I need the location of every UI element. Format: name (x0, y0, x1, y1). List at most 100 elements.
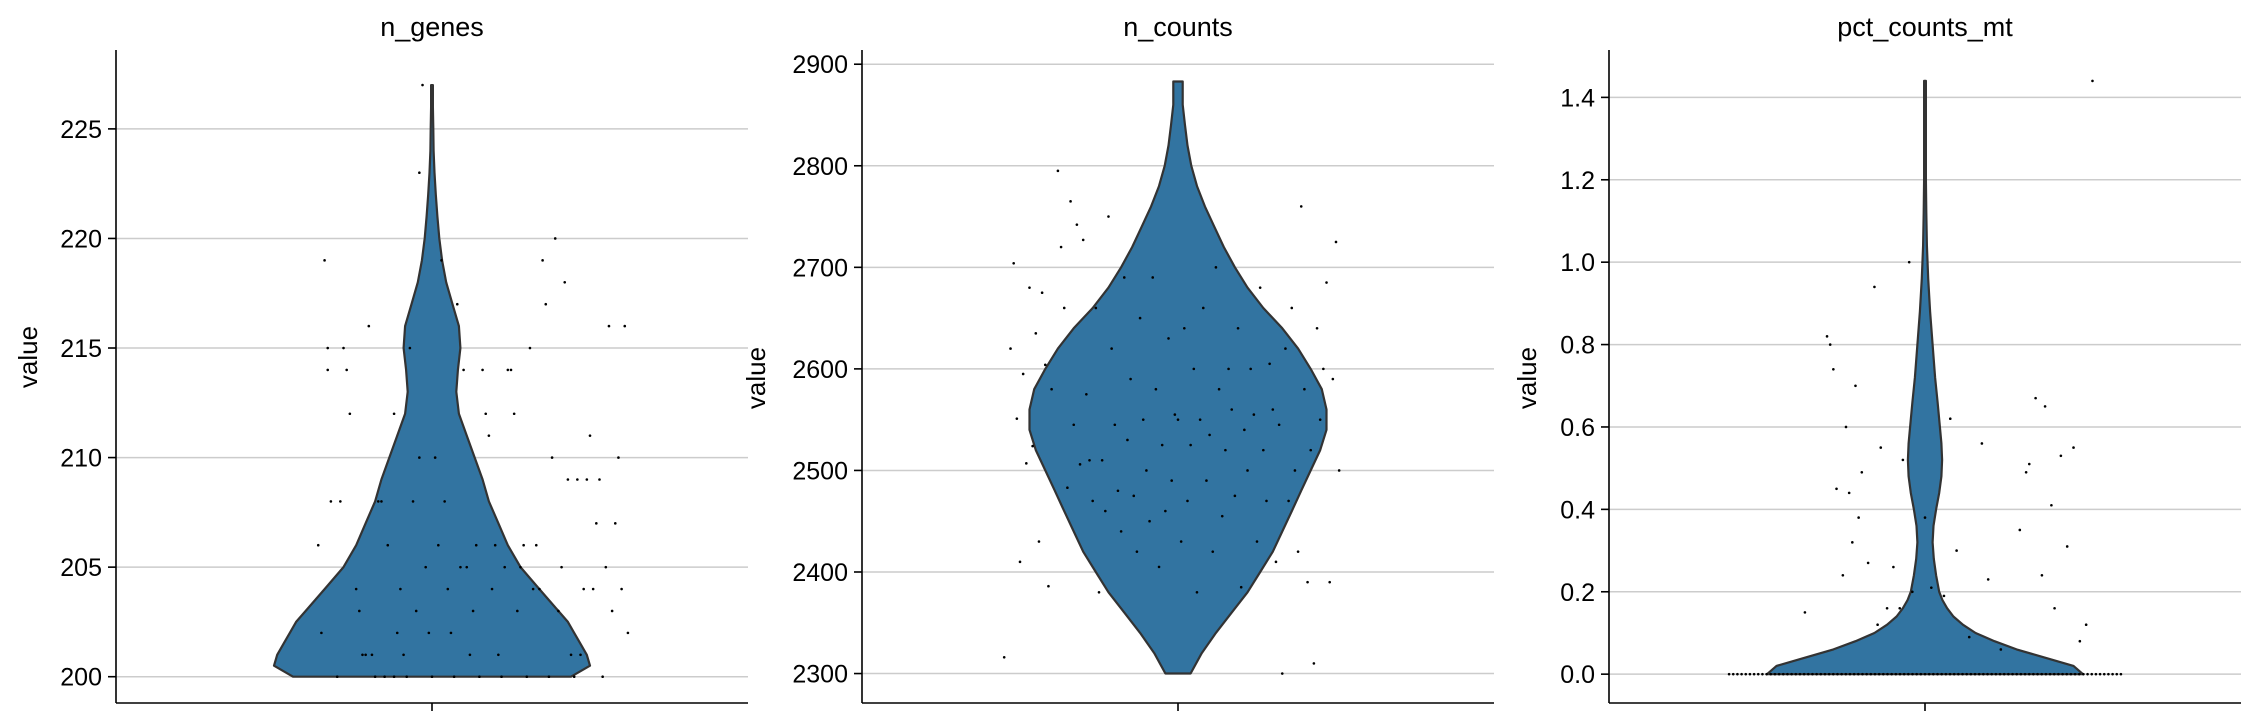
y-tick-label: 2600 (792, 356, 848, 384)
data-point (503, 565, 506, 569)
data-point (1097, 591, 1101, 594)
data-point (1170, 479, 1173, 482)
data-point (2050, 503, 2053, 507)
data-point (2119, 672, 2123, 676)
data-point (1727, 672, 1731, 676)
data-point (528, 346, 532, 350)
data-point (2044, 672, 2048, 676)
data-point (468, 653, 472, 657)
data-point (1802, 672, 1806, 676)
data-point (2027, 462, 2031, 466)
data-point (1844, 425, 1848, 429)
data-point (1154, 387, 1158, 391)
y-tick-label: 1.0 (1560, 249, 1595, 277)
data-point (1148, 519, 1151, 523)
data-point (2053, 606, 2056, 610)
data-point (1160, 443, 1164, 447)
data-point (1246, 469, 1249, 472)
data-point (1110, 347, 1113, 350)
data-point (1094, 306, 1098, 310)
panel-title-n-counts: n_counts (1123, 12, 1233, 42)
data-point (1012, 261, 1015, 265)
data-point (402, 653, 405, 657)
data-point (1230, 408, 1234, 411)
data-point (1819, 672, 1823, 676)
data-point (418, 456, 421, 459)
data-point (1290, 306, 1294, 310)
data-point (560, 565, 563, 569)
data-point (364, 653, 367, 657)
y-tick-label: 200 (60, 664, 102, 692)
data-point (1318, 418, 1322, 421)
data-point (1075, 223, 1079, 226)
data-point (1990, 672, 1993, 676)
data-point (2082, 672, 2085, 676)
data-point (452, 675, 456, 679)
data-point (1157, 565, 1161, 569)
data-point (1886, 672, 1889, 676)
data-point (1205, 479, 1208, 482)
data-point (1091, 499, 1094, 503)
data-point (1977, 672, 1981, 676)
data-point (1873, 672, 1877, 676)
data-point (1815, 672, 1818, 676)
data-point (1220, 514, 1224, 518)
data-point (326, 346, 330, 350)
data-point (1040, 291, 1044, 295)
data-point (2084, 623, 2088, 627)
data-point (1831, 672, 1835, 676)
data-point (1902, 672, 1906, 676)
data-point (2007, 672, 2010, 676)
data-point (1848, 672, 1852, 676)
data-point (1309, 448, 1313, 452)
data-point (563, 280, 567, 284)
data-point (1731, 672, 1735, 676)
data-point (1955, 549, 1958, 552)
data-point (342, 346, 345, 350)
data-point (1167, 337, 1170, 340)
data-point (1015, 417, 1019, 420)
data-point (1183, 326, 1186, 330)
data-point (2034, 396, 2037, 400)
data-point (1835, 487, 1838, 491)
data-point (1258, 286, 1262, 289)
data-point (1047, 584, 1050, 588)
data-point (1823, 672, 1827, 676)
data-point (1277, 423, 1281, 427)
data-point (408, 346, 412, 350)
data-point (566, 478, 570, 481)
data-point (481, 368, 484, 372)
data-point (2065, 672, 2069, 676)
data-point (544, 302, 548, 306)
data-point (2057, 672, 2060, 676)
data-point (538, 587, 541, 591)
data-point (1940, 672, 1943, 676)
data-point (1748, 672, 1752, 676)
data-point (550, 456, 554, 459)
data-point (607, 324, 611, 328)
data-point (1790, 672, 1793, 676)
data-point (2115, 672, 2119, 676)
data-point (430, 675, 434, 679)
data-point (534, 543, 538, 547)
data-point (1898, 672, 1902, 676)
y-axis-label-n-counts: value (741, 347, 771, 409)
data-point (500, 675, 503, 679)
data-point (1104, 509, 1107, 513)
data-point (1293, 469, 1297, 472)
data-point (2073, 672, 2077, 676)
data-point (474, 543, 478, 547)
data-point (2072, 446, 2075, 449)
panel-n-genes: n_genes value 200 205 210 215 220 225 (13, 12, 748, 711)
data-point (1892, 565, 1895, 569)
data-point (626, 631, 630, 635)
data-point (1865, 672, 1868, 676)
data-point (541, 259, 544, 262)
data-point (1890, 672, 1893, 676)
y-tick-label: 225 (60, 116, 102, 144)
data-point (354, 587, 358, 591)
data-point (1322, 367, 1325, 371)
data-point (449, 631, 453, 635)
data-point (585, 478, 589, 481)
y-tick-label: 2900 (792, 51, 848, 79)
